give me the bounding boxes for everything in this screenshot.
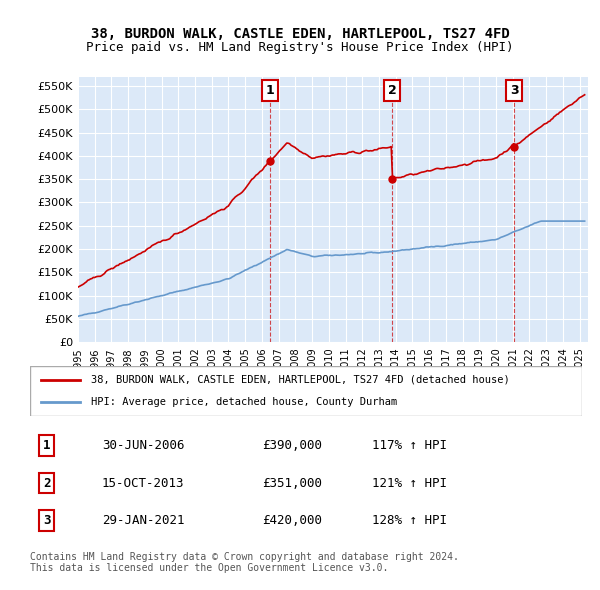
Text: HPI: Average price, detached house, County Durham: HPI: Average price, detached house, Coun… xyxy=(91,397,397,407)
Text: 1: 1 xyxy=(266,84,275,97)
FancyBboxPatch shape xyxy=(30,366,582,416)
Text: 3: 3 xyxy=(43,514,50,527)
Text: 1: 1 xyxy=(43,439,50,452)
Text: £390,000: £390,000 xyxy=(262,439,322,452)
Text: £351,000: £351,000 xyxy=(262,477,322,490)
Text: Price paid vs. HM Land Registry's House Price Index (HPI): Price paid vs. HM Land Registry's House … xyxy=(86,41,514,54)
Text: 30-JUN-2006: 30-JUN-2006 xyxy=(102,439,184,452)
Text: £420,000: £420,000 xyxy=(262,514,322,527)
Text: 2: 2 xyxy=(43,477,50,490)
Text: 29-JAN-2021: 29-JAN-2021 xyxy=(102,514,184,527)
Text: 38, BURDON WALK, CASTLE EDEN, HARTLEPOOL, TS27 4FD: 38, BURDON WALK, CASTLE EDEN, HARTLEPOOL… xyxy=(91,27,509,41)
Text: 15-OCT-2013: 15-OCT-2013 xyxy=(102,477,184,490)
Text: 121% ↑ HPI: 121% ↑ HPI xyxy=(372,477,447,490)
Text: 2: 2 xyxy=(388,84,397,97)
Text: 117% ↑ HPI: 117% ↑ HPI xyxy=(372,439,447,452)
Text: Contains HM Land Registry data © Crown copyright and database right 2024.
This d: Contains HM Land Registry data © Crown c… xyxy=(30,552,459,573)
Text: 128% ↑ HPI: 128% ↑ HPI xyxy=(372,514,447,527)
Text: 3: 3 xyxy=(510,84,518,97)
Text: 38, BURDON WALK, CASTLE EDEN, HARTLEPOOL, TS27 4FD (detached house): 38, BURDON WALK, CASTLE EDEN, HARTLEPOOL… xyxy=(91,375,509,385)
